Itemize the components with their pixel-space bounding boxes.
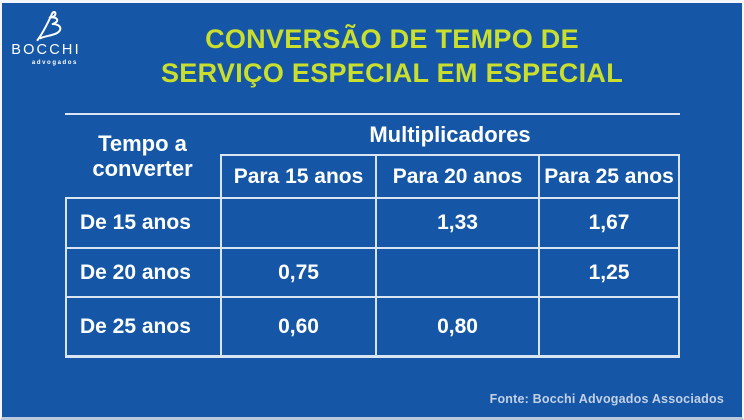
table-corner-header: Tempo a converter [92,130,193,181]
cell-de15-para15 [220,197,375,247]
source-attribution: Fonte: Bocchi Advogados Associados [489,392,724,406]
script-b-monogram-icon [36,10,62,42]
logo-brand-text: BOCCHI [11,42,81,58]
cell-de25-para15: 0,60 [220,296,375,355]
cell-de15-para25: 1,67 [538,197,680,247]
cell-de15-para20: 1,33 [375,197,538,247]
conversion-table: Tempo a converter Multiplicadores Para 1… [65,113,680,358]
column-header-para-25: Para 25 anos [538,154,680,197]
cell-de25-para25 [538,296,680,355]
page-title-line1: CONVERSÃO DE TEMPO DE [205,24,579,54]
cell-de25-para20: 0,80 [375,296,538,355]
page-title: CONVERSÃO DE TEMPO DE SERVIÇO ESPECIAL E… [160,22,624,90]
row-label-de-25: De 25 anos [65,296,220,355]
bocchi-logo: BOCCHI advogados [10,8,82,66]
cell-de20-para15: 0,75 [220,247,375,296]
column-header-para-15: Para 15 anos [220,154,375,197]
cell-de20-para20 [375,247,538,296]
row-label-de-20: De 20 anos [65,247,220,296]
logo-sub-text: advogados [31,59,78,66]
cell-de20-para25: 1,25 [538,247,680,296]
column-header-para-20: Para 20 anos [375,154,538,197]
table-group-header: Multiplicadores [369,121,531,147]
page-title-line2: SERVIÇO ESPECIAL EM ESPECIAL [160,58,623,89]
row-label-de-15: De 15 anos [65,197,220,247]
